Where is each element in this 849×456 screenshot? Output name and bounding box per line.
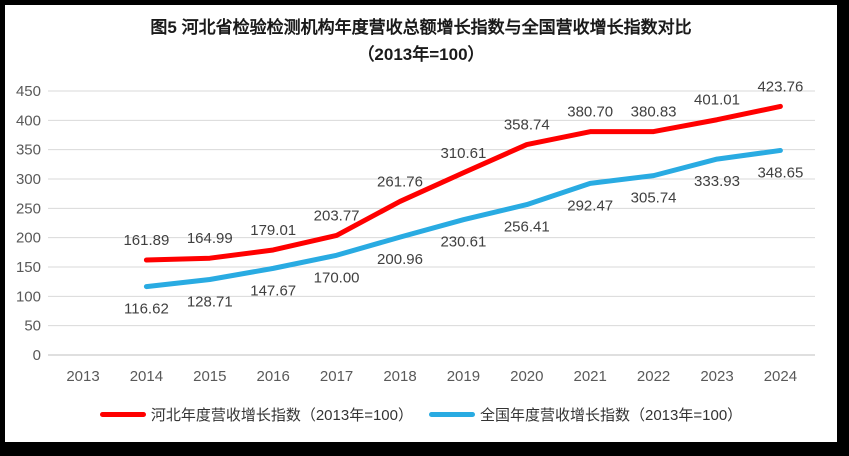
data-label-0: 380.70 xyxy=(567,104,613,121)
data-label-0: 261.76 xyxy=(377,173,423,190)
y-tick-label: 100 xyxy=(16,288,41,305)
legend-item-hebei: 河北年度营收增长指数（2013年=100） xyxy=(99,404,413,425)
x-tick-label: 2016 xyxy=(257,368,290,385)
data-label-0: 423.76 xyxy=(757,78,803,95)
series-line-1 xyxy=(143,147,783,290)
data-label-0: 310.61 xyxy=(440,145,486,162)
x-tick-label: 2018 xyxy=(383,368,416,385)
data-label-0: 203.77 xyxy=(314,207,360,224)
x-tick-label: 2024 xyxy=(764,368,797,385)
data-label-1: 292.47 xyxy=(567,197,613,214)
data-label-1: 256.41 xyxy=(504,219,550,236)
y-tick-label: 350 xyxy=(16,142,41,159)
x-tick-label: 2019 xyxy=(447,368,480,385)
data-label-0: 358.74 xyxy=(504,117,550,134)
data-label-1: 147.67 xyxy=(250,282,296,299)
y-tick-label: 50 xyxy=(24,318,41,335)
legend-item-national: 全国年度营收增长指数（2013年=100） xyxy=(429,404,742,425)
data-label-0: 380.83 xyxy=(631,104,677,121)
data-label-0: 164.99 xyxy=(187,230,233,247)
data-label-1: 116.62 xyxy=(124,301,169,318)
chart-title-line2: （2013年=100） xyxy=(357,45,485,64)
legend-swatch-national xyxy=(429,412,475,417)
data-label-0: 161.89 xyxy=(123,232,169,249)
data-label-0: 179.01 xyxy=(250,222,296,239)
chart-title-line1: 图5 河北省检验检测机构年度营收总额增长指数与全国营收增长指数对比 xyxy=(150,18,692,37)
data-label-1: 333.93 xyxy=(694,173,740,190)
legend-swatch-hebei xyxy=(99,412,146,417)
y-tick-label: 250 xyxy=(16,200,41,217)
plot-svg: 0 50 100 150 200 250 300 350 400 450 2013 2014 2015 2… xyxy=(16,78,815,385)
legend: 河北年度营收增长指数（2013年=100） 全国年度营收增长指数（2013年=1… xyxy=(5,404,837,425)
data-label-0: 401.01 xyxy=(694,92,740,109)
chart-title: 图5 河北省检验检测机构年度营收总额增长指数与全国营收增长指数对比 （2013年… xyxy=(5,14,837,68)
y-tick-label: 300 xyxy=(16,171,41,188)
data-label-1: 305.74 xyxy=(631,190,677,207)
y-tick-label: 150 xyxy=(16,259,41,276)
y-tick-label: 450 xyxy=(16,83,41,100)
x-tick-label: 2014 xyxy=(130,368,163,385)
x-tick-label: 2022 xyxy=(637,368,670,385)
data-label-1: 348.65 xyxy=(757,164,803,181)
y-tick-label: 200 xyxy=(16,230,41,247)
x-tick-label: 2023 xyxy=(700,368,733,385)
x-tick-label: 2017 xyxy=(320,368,353,385)
data-label-1: 200.96 xyxy=(377,251,423,268)
y-tick-label: 0 xyxy=(33,347,41,364)
x-tick-label: 2015 xyxy=(193,368,226,385)
data-label-1: 128.71 xyxy=(187,293,233,310)
legend-label-hebei: 河北年度营收增长指数（2013年=100） xyxy=(150,407,413,424)
data-label-1: 230.61 xyxy=(440,234,486,251)
x-tick-label: 2013 xyxy=(66,368,99,385)
x-tick-label: 2021 xyxy=(574,368,607,385)
legend-label-national: 全国年度营收增长指数（2013年=100） xyxy=(480,407,743,424)
data-label-1: 170.00 xyxy=(314,269,360,286)
series-line-0 xyxy=(143,103,783,263)
y-tick-label: 400 xyxy=(16,112,41,129)
x-tick-label: 2020 xyxy=(510,368,543,385)
